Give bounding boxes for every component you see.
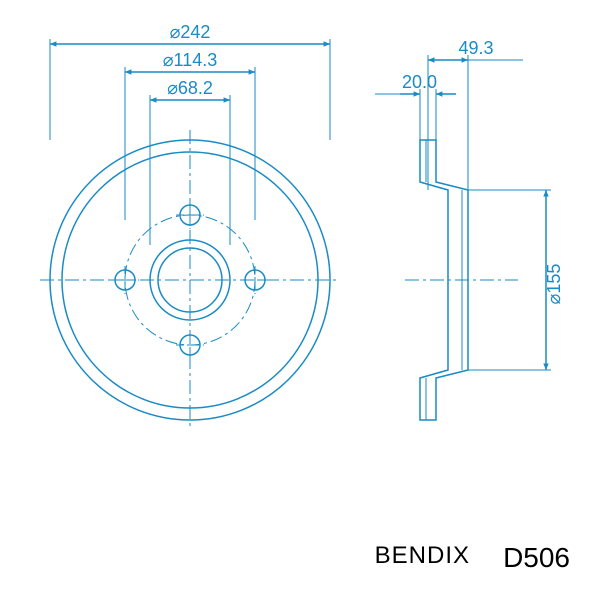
svg-text:49.3: 49.3	[458, 38, 493, 58]
brand-name: BENDIX	[375, 542, 470, 570]
part-number: D506	[503, 542, 570, 574]
front-view: ⌀242 ⌀114.3 ⌀68.2	[40, 22, 340, 430]
svg-text:⌀68.2: ⌀68.2	[167, 78, 213, 98]
technical-drawing: ⌀242 ⌀114.3 ⌀68.2 49.3 20.0 ⌀155	[0, 0, 600, 520]
svg-text:⌀242: ⌀242	[170, 22, 211, 42]
svg-text:⌀114.3: ⌀114.3	[163, 50, 218, 70]
side-view: 49.3 20.0 ⌀155	[375, 38, 564, 420]
svg-text:⌀155: ⌀155	[544, 264, 564, 305]
svg-text:20.0: 20.0	[402, 72, 437, 92]
